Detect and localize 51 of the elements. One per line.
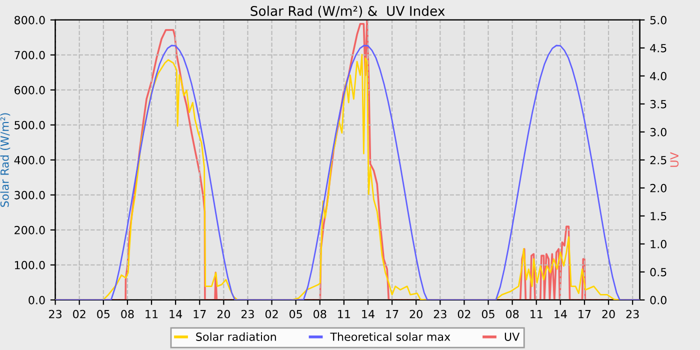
x-tick-label: 20 — [217, 310, 230, 318]
y-tick-label: 0.0 — [28, 296, 45, 304]
y2-axis-title: UV — [670, 152, 679, 167]
y2-tick-label: 1.0 — [650, 240, 666, 248]
x-tick-label: 23 — [434, 310, 446, 318]
legend-label: UV — [504, 332, 520, 341]
x-tick-label: 02 — [265, 310, 278, 318]
x-tick-label: 08 — [121, 310, 134, 318]
x-tick-label: 20 — [602, 310, 615, 318]
x-tick-label: 14 — [170, 310, 182, 318]
x-tick-label: 05 — [482, 310, 494, 318]
y2-tick-label: 3.0 — [650, 128, 666, 136]
x-tick-label: 23 — [241, 310, 254, 318]
y-tick-label: 400.0 — [14, 156, 45, 164]
y-tick-label: 100.0 — [14, 260, 45, 270]
x-tick-label: 02 — [73, 310, 86, 318]
y-tick-label: 600.0 — [14, 86, 45, 94]
y-tick-label: 200.0 — [14, 226, 45, 234]
x-tick-label: 14 — [362, 310, 374, 318]
y2-tick-label: 2.5 — [650, 156, 666, 164]
legend-label: Solar radiation — [196, 332, 276, 341]
y2-tick-label: 4.0 — [650, 72, 666, 80]
y-axis-title: Solar Rad (W/m²) — [0, 113, 10, 207]
x-tick-label: 05 — [290, 310, 302, 318]
y2-tick-label: 4.5 — [650, 44, 666, 52]
chart-title: Solar Rad (W/m²) & UV Index — [250, 6, 445, 18]
x-tick-label: 11 — [146, 310, 158, 318]
x-tick-label: 17 — [578, 310, 591, 318]
x-tick-label: 17 — [194, 310, 206, 318]
y-tick-label: 500.0 — [14, 120, 45, 130]
y2-tick-label: 0.0 — [650, 296, 666, 304]
x-tick-label: 23 — [49, 310, 62, 318]
x-tick-label: 08 — [314, 310, 326, 318]
x-tick-label: 17 — [386, 310, 398, 318]
x-tick-label: 02 — [458, 310, 470, 318]
y2-tick-label: 5.0 — [650, 16, 666, 24]
x-tick-label: 08 — [506, 310, 519, 318]
x-tick-label: 11 — [530, 310, 542, 318]
x-tick-label: 05 — [97, 310, 110, 318]
legend-label: Theoretical solar max — [330, 332, 450, 341]
x-tick-label: 14 — [554, 310, 567, 318]
y-tick-label: 700.0 — [14, 50, 45, 60]
y-tick-label: 300.0 — [14, 190, 45, 200]
y2-tick-label: 3.5 — [650, 100, 666, 108]
y-tick-label: 800.0 — [14, 16, 45, 24]
y2-tick-label: 0.5 — [650, 268, 666, 276]
y2-tick-label: 2.0 — [650, 184, 666, 192]
x-tick-label: 23 — [626, 310, 639, 318]
x-tick-label: 20 — [410, 310, 422, 318]
x-tick-label: 11 — [338, 310, 350, 318]
y2-tick-label: 1.5 — [650, 212, 666, 220]
